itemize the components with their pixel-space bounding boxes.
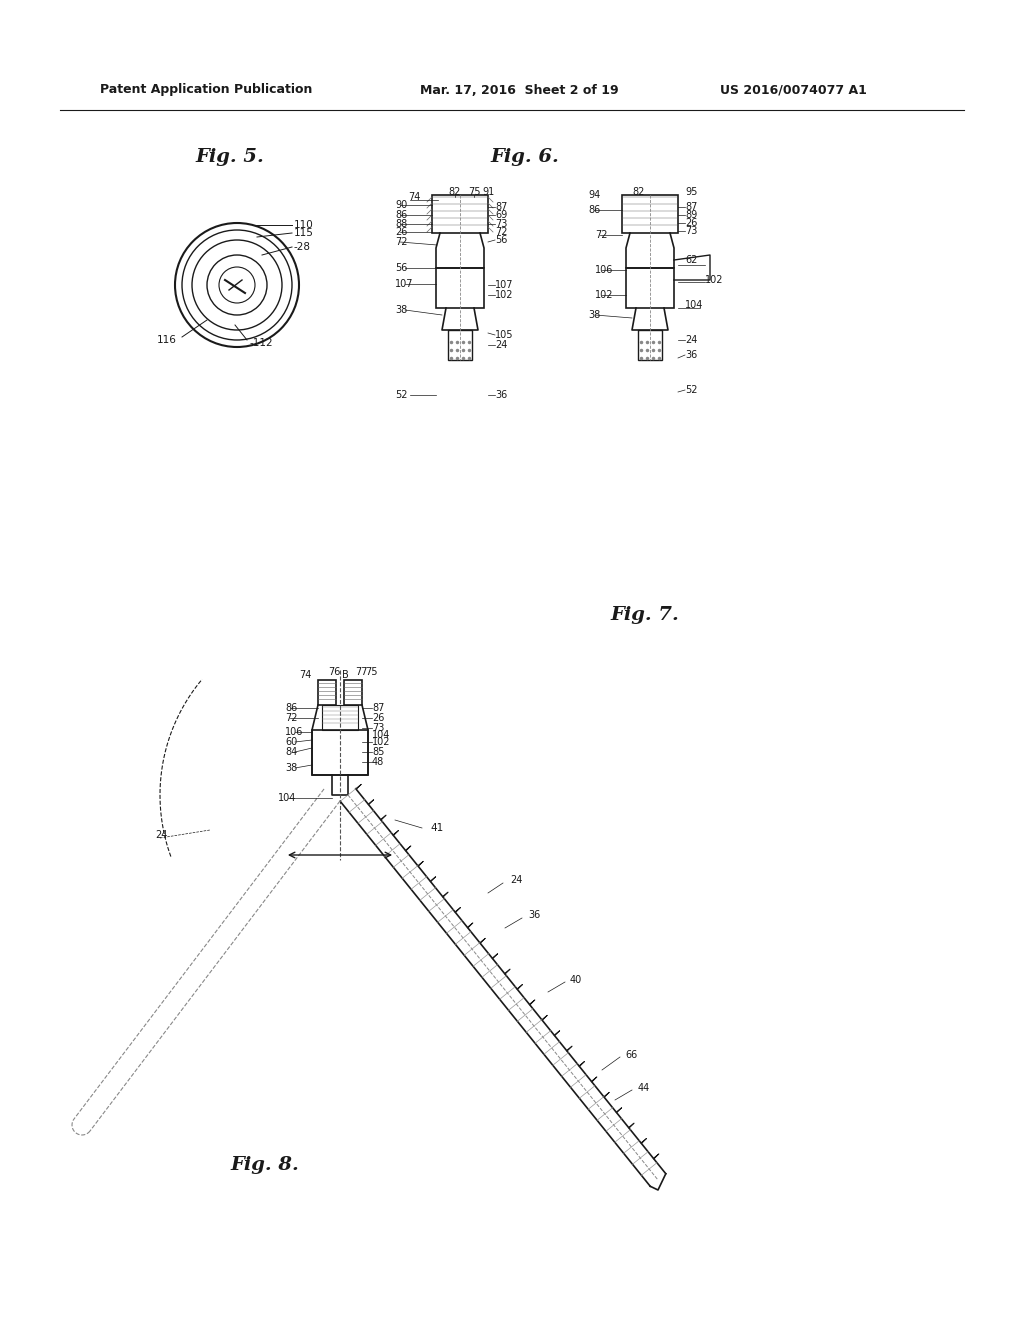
Text: Patent Application Publication: Patent Application Publication	[100, 83, 312, 96]
Text: 52: 52	[685, 385, 697, 395]
Text: 86: 86	[588, 205, 600, 215]
Text: 84: 84	[285, 747, 297, 756]
Text: 62: 62	[685, 255, 697, 265]
Text: 104: 104	[685, 300, 703, 310]
Text: 102: 102	[495, 290, 513, 300]
Text: 116: 116	[157, 335, 177, 345]
Text: 26: 26	[685, 218, 697, 228]
Text: Fig. 5.: Fig. 5.	[195, 148, 264, 166]
Bar	[436, 268, 484, 308]
Text: 104: 104	[278, 793, 296, 803]
Text: 115: 115	[294, 228, 314, 238]
Text: Fig. 6.: Fig. 6.	[490, 148, 559, 166]
Text: Fig. 7.: Fig. 7.	[610, 606, 679, 624]
Text: 82: 82	[632, 187, 644, 197]
Text: 76: 76	[328, 667, 340, 677]
Text: 85: 85	[372, 747, 384, 756]
Text: 36: 36	[528, 909, 541, 920]
Bar	[626, 268, 674, 308]
Text: -112: -112	[249, 338, 272, 348]
Text: 106: 106	[595, 265, 613, 275]
Bar	[344, 680, 362, 705]
Text: 102: 102	[705, 275, 724, 285]
Text: 106: 106	[285, 727, 303, 737]
Text: 95: 95	[685, 187, 697, 197]
Text: 66: 66	[625, 1049, 637, 1060]
Text: 75: 75	[365, 667, 378, 677]
Text: 26: 26	[395, 227, 408, 238]
Text: 105: 105	[495, 330, 513, 341]
Text: 72: 72	[285, 713, 298, 723]
Text: 82: 82	[449, 187, 461, 197]
Text: -28: -28	[294, 242, 311, 252]
Text: 72: 72	[595, 230, 607, 240]
Text: 36: 36	[495, 389, 507, 400]
Text: 60: 60	[285, 737, 297, 747]
Text: 73: 73	[495, 219, 507, 228]
Text: 104: 104	[372, 730, 390, 741]
Text: 75: 75	[468, 187, 480, 197]
Text: 40: 40	[570, 975, 583, 985]
Text: 56: 56	[395, 263, 408, 273]
Text: 91: 91	[482, 187, 495, 197]
Text: 56: 56	[495, 235, 507, 246]
Text: 44: 44	[638, 1082, 650, 1093]
Text: 107: 107	[395, 279, 414, 289]
Text: 36: 36	[685, 350, 697, 360]
Text: 69: 69	[495, 210, 507, 220]
Text: B: B	[342, 671, 349, 680]
Bar	[318, 680, 336, 705]
Text: 48: 48	[372, 756, 384, 767]
Bar	[322, 705, 358, 730]
Text: 24: 24	[495, 341, 507, 350]
Text: 41: 41	[430, 822, 443, 833]
Text: 72: 72	[495, 227, 508, 238]
Text: 38: 38	[395, 305, 408, 315]
Text: 89: 89	[685, 210, 697, 220]
Text: 38: 38	[285, 763, 297, 774]
Bar	[432, 195, 488, 234]
Text: 52: 52	[395, 389, 408, 400]
Bar	[449, 330, 472, 360]
Text: 74: 74	[300, 671, 312, 680]
Text: 24: 24	[510, 875, 522, 884]
Text: 72: 72	[395, 238, 408, 247]
Text: 88: 88	[395, 219, 408, 228]
Text: 77: 77	[355, 667, 368, 677]
Text: 94: 94	[588, 190, 600, 201]
Text: 24: 24	[685, 335, 697, 345]
Text: 38: 38	[588, 310, 600, 319]
Text: 87: 87	[495, 202, 507, 213]
Text: Fig. 8.: Fig. 8.	[230, 1156, 299, 1173]
Text: 110: 110	[294, 220, 313, 230]
Text: 87: 87	[685, 202, 697, 213]
Text: 90: 90	[395, 201, 408, 210]
Text: 86: 86	[285, 704, 297, 713]
Text: 102: 102	[372, 737, 390, 747]
Text: 73: 73	[685, 226, 697, 236]
Text: Mar. 17, 2016  Sheet 2 of 19: Mar. 17, 2016 Sheet 2 of 19	[420, 83, 618, 96]
Text: 24: 24	[155, 830, 167, 840]
Text: US 2016/0074077 A1: US 2016/0074077 A1	[720, 83, 867, 96]
Text: 87: 87	[372, 704, 384, 713]
Bar	[622, 195, 678, 234]
Bar	[312, 730, 368, 775]
Text: 102: 102	[595, 290, 613, 300]
Text: 73: 73	[372, 723, 384, 733]
Text: 74: 74	[408, 191, 421, 202]
Bar	[638, 330, 662, 360]
Text: 107: 107	[495, 280, 513, 290]
Text: 26: 26	[372, 713, 384, 723]
Text: 86: 86	[395, 210, 408, 220]
